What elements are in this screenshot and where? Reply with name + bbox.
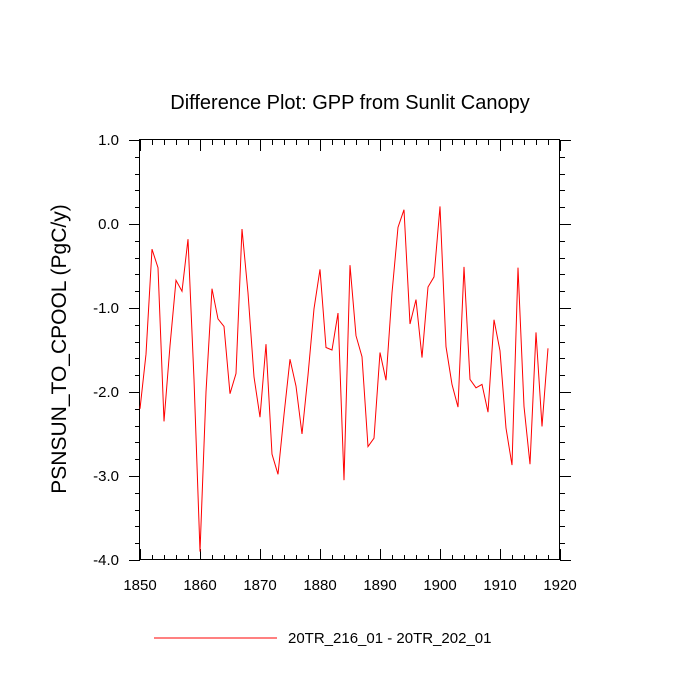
data-point (337, 312, 338, 313)
data-point (229, 393, 230, 394)
data-point (307, 375, 308, 376)
data-point (349, 265, 350, 266)
data-point (391, 292, 392, 293)
x-tick-label: 1900 (423, 577, 456, 594)
data-point (445, 346, 446, 347)
data-point (205, 391, 206, 392)
data-point (541, 426, 542, 427)
data-point (535, 332, 536, 333)
data-point (193, 379, 194, 380)
data-point (319, 269, 320, 270)
data-point (181, 291, 182, 292)
data-point (379, 352, 380, 353)
legend-label: 20TR_216_01 - 20TR_202_01 (288, 630, 491, 647)
data-point (355, 335, 356, 336)
data-point (265, 344, 266, 345)
data-point (211, 288, 212, 289)
series-points (139, 206, 548, 552)
data-point (325, 347, 326, 348)
y-tick-labels: -4.0 -3.0 -2.0 -1.0 0.0 1.0 (93, 132, 119, 569)
data-point (481, 384, 482, 385)
x-tick-label: 1860 (183, 577, 216, 594)
data-point (475, 387, 476, 388)
data-point (451, 384, 452, 385)
data-point (433, 276, 434, 277)
data-point (241, 228, 242, 229)
data-point (217, 318, 218, 319)
data-point (517, 267, 518, 268)
series-line (139, 206, 549, 552)
data-point (187, 239, 188, 240)
data-point (331, 349, 332, 350)
data-point (295, 386, 296, 387)
data-point (505, 428, 506, 429)
x-tick-label: 1920 (543, 577, 576, 594)
data-point (139, 408, 140, 409)
data-point (487, 412, 488, 413)
data-point (277, 474, 278, 475)
x-tick-label: 1850 (123, 577, 156, 594)
y-tick-label: -2.0 (93, 384, 119, 401)
x-tick-label: 1870 (243, 577, 276, 594)
data-point (529, 464, 530, 465)
x-tick-labels: 1850 1860 1870 1880 1890 1900 1910 1920 (123, 577, 576, 594)
axis-ticks (129, 140, 571, 561)
data-point (313, 308, 314, 309)
data-point (427, 286, 428, 287)
data-point (175, 280, 176, 281)
data-point (547, 348, 548, 349)
data-point (361, 356, 362, 357)
data-point (283, 414, 284, 415)
y-axis-label: PSNSUN_TO_CPOOL (PgC/y) (48, 204, 71, 493)
data-point (163, 421, 164, 422)
data-point (301, 433, 302, 434)
x-tick-label: 1880 (303, 577, 336, 594)
x-tick-label: 1910 (483, 577, 516, 594)
data-point (271, 454, 272, 455)
data-point (511, 464, 512, 465)
data-point (439, 206, 440, 207)
data-point (367, 446, 368, 447)
data-point (421, 357, 422, 358)
data-point (157, 267, 158, 268)
data-point (457, 407, 458, 408)
data-point (373, 438, 374, 439)
legend: 20TR_216_01 - 20TR_202_01 (154, 630, 491, 647)
data-point (499, 350, 500, 351)
data-point (493, 319, 494, 320)
chart-title: Difference Plot: GPP from Sunlit Canopy (170, 92, 529, 114)
data-point (385, 380, 386, 381)
y-tick-label: 0.0 (98, 216, 119, 233)
data-point (235, 373, 236, 374)
data-point (463, 266, 464, 267)
data-point (415, 299, 416, 300)
data-point (199, 551, 200, 552)
data-point (223, 326, 224, 327)
data-point (403, 209, 404, 210)
data-point (169, 345, 170, 346)
data-point (259, 417, 260, 418)
data-point (409, 323, 410, 324)
data-point (343, 480, 344, 481)
data-point (247, 292, 248, 293)
y-tick-label: -1.0 (93, 300, 119, 317)
plot-frame (139, 139, 560, 560)
y-tick-label: 1.0 (98, 132, 119, 149)
y-tick-label: -4.0 (93, 552, 119, 569)
data-point (253, 376, 254, 377)
data-point (523, 406, 524, 407)
y-tick-label: -3.0 (93, 468, 119, 485)
data-point (151, 249, 152, 250)
x-tick-label: 1890 (363, 577, 396, 594)
data-point (397, 227, 398, 228)
data-point (289, 359, 290, 360)
data-point (145, 354, 146, 355)
data-point (469, 379, 470, 380)
